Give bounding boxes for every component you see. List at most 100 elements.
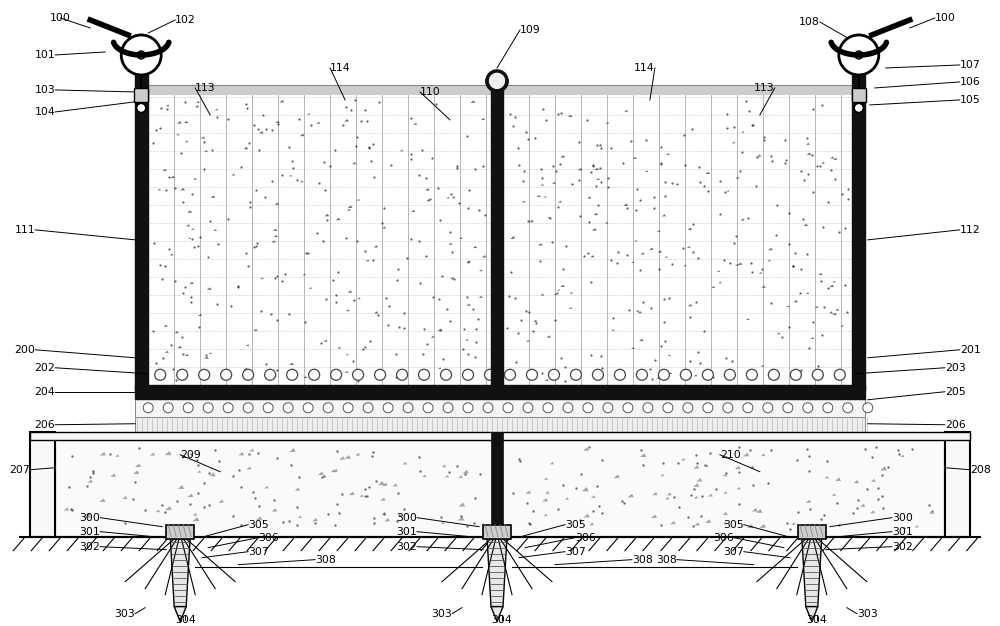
Circle shape (487, 71, 507, 91)
Polygon shape (260, 277, 264, 279)
Polygon shape (318, 471, 324, 475)
Polygon shape (810, 337, 814, 339)
Polygon shape (652, 492, 658, 495)
Polygon shape (583, 514, 590, 518)
Circle shape (623, 403, 633, 413)
Polygon shape (346, 309, 350, 311)
Polygon shape (560, 285, 565, 287)
Polygon shape (187, 210, 192, 213)
Polygon shape (711, 286, 715, 288)
Polygon shape (309, 287, 312, 289)
Polygon shape (393, 483, 398, 486)
Polygon shape (274, 235, 278, 237)
Text: 112: 112 (960, 225, 980, 235)
Polygon shape (651, 515, 657, 518)
Polygon shape (466, 304, 471, 305)
Text: 106: 106 (960, 77, 980, 87)
Circle shape (614, 369, 625, 380)
Polygon shape (662, 214, 666, 217)
Polygon shape (669, 372, 672, 374)
Circle shape (855, 51, 863, 59)
Polygon shape (344, 119, 349, 121)
Polygon shape (569, 307, 572, 309)
Circle shape (643, 403, 653, 413)
Circle shape (570, 369, 581, 380)
Circle shape (441, 369, 452, 380)
Polygon shape (413, 123, 417, 125)
Polygon shape (384, 518, 390, 521)
Polygon shape (793, 300, 798, 302)
Polygon shape (543, 514, 547, 516)
Polygon shape (761, 365, 764, 367)
Circle shape (663, 403, 673, 413)
Polygon shape (333, 469, 338, 471)
Circle shape (724, 369, 735, 380)
Polygon shape (591, 495, 595, 498)
Polygon shape (705, 519, 711, 523)
Polygon shape (726, 190, 729, 192)
Polygon shape (100, 452, 106, 456)
Polygon shape (198, 314, 202, 316)
Circle shape (843, 403, 853, 413)
Polygon shape (544, 477, 548, 480)
Bar (503, 85, 852, 387)
Text: 302: 302 (892, 541, 913, 552)
Polygon shape (451, 196, 455, 198)
Polygon shape (768, 248, 773, 250)
Polygon shape (272, 508, 277, 511)
Circle shape (263, 403, 273, 413)
Polygon shape (331, 469, 336, 472)
Polygon shape (487, 536, 507, 607)
Circle shape (403, 403, 413, 413)
Polygon shape (830, 156, 834, 158)
Polygon shape (437, 329, 442, 331)
Polygon shape (157, 188, 161, 190)
Polygon shape (633, 157, 637, 159)
Text: 209: 209 (180, 449, 201, 459)
Text: 306: 306 (575, 533, 596, 543)
Polygon shape (209, 473, 216, 476)
Polygon shape (366, 260, 369, 262)
Polygon shape (821, 162, 825, 163)
Polygon shape (359, 495, 363, 497)
Polygon shape (550, 462, 554, 464)
Text: 204: 204 (35, 387, 55, 397)
Text: 113: 113 (195, 83, 216, 93)
Polygon shape (289, 175, 292, 177)
Circle shape (723, 403, 733, 413)
Polygon shape (526, 491, 531, 494)
Text: 308: 308 (315, 555, 336, 565)
Circle shape (839, 35, 879, 75)
Polygon shape (645, 170, 648, 172)
Polygon shape (752, 508, 758, 511)
Text: 306: 306 (713, 533, 734, 543)
Polygon shape (347, 208, 351, 210)
Polygon shape (382, 227, 386, 228)
Polygon shape (382, 483, 388, 486)
Circle shape (854, 103, 863, 113)
Polygon shape (165, 351, 169, 353)
Polygon shape (195, 105, 199, 108)
Polygon shape (184, 121, 188, 123)
Circle shape (463, 403, 473, 413)
Polygon shape (378, 481, 385, 485)
Polygon shape (735, 177, 739, 178)
Circle shape (683, 403, 693, 413)
Circle shape (563, 403, 573, 413)
Polygon shape (201, 136, 205, 138)
Text: 208: 208 (970, 464, 990, 475)
Bar (135, 399, 865, 417)
Polygon shape (537, 195, 541, 197)
Polygon shape (209, 352, 212, 354)
Polygon shape (681, 458, 685, 461)
Text: 103: 103 (35, 85, 55, 95)
Bar (491, 432, 503, 536)
Polygon shape (592, 228, 597, 230)
Bar (852, 88, 866, 102)
Bar (483, 525, 511, 538)
Polygon shape (213, 229, 217, 231)
Circle shape (543, 403, 553, 413)
Bar (852, 45, 865, 390)
Polygon shape (818, 273, 822, 275)
Polygon shape (871, 479, 876, 482)
